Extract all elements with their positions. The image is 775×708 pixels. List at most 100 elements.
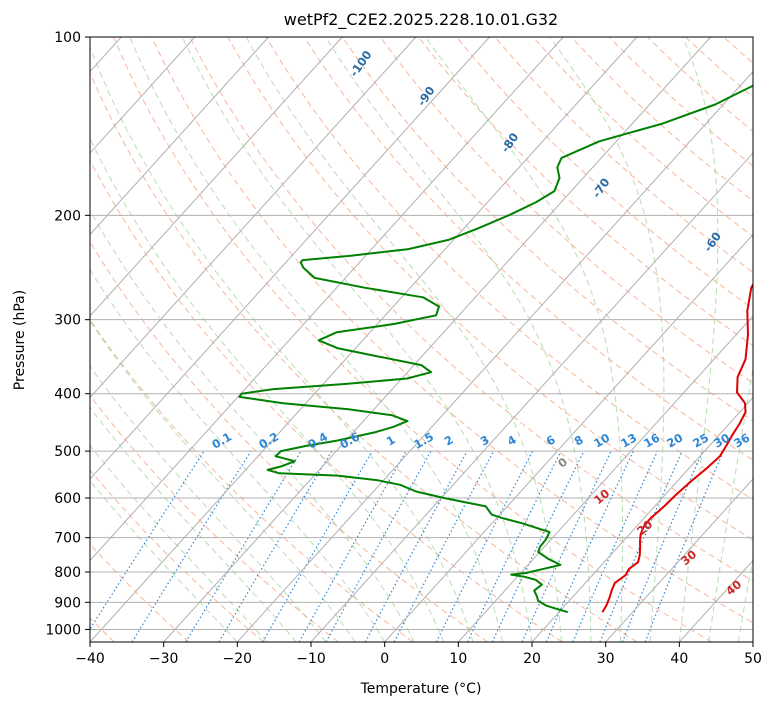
- mixing-ratio-line: [185, 450, 302, 642]
- moist-adiabat-line: [424, 37, 624, 642]
- x-tick-label: 50: [744, 651, 762, 667]
- moist-adiabat-line: [181, 37, 533, 642]
- x-axis-label: Temperature (°C): [360, 681, 482, 697]
- dry-adiabat-line: [90, 394, 339, 642]
- mixing-ratio-line: [572, 450, 659, 642]
- mixing-ratio-line: [298, 450, 407, 642]
- moist-adiabat-line: [325, 37, 592, 642]
- dry-adiabat-line: [685, 37, 753, 98]
- mixing-ratio-line: [599, 450, 683, 642]
- x-tick-label: 30: [597, 651, 615, 667]
- x-tick-label: −30: [149, 651, 179, 667]
- mixing-ratio-label: 3: [478, 433, 492, 449]
- axis-ticks: −40 −30 −20 −10 0 10 20 30 40 5010009008007006005…: [45, 30, 762, 667]
- x-tick-label: 40: [670, 651, 688, 667]
- isotherm-line: [384, 233, 753, 642]
- mixing-ratio-label: 0.4: [305, 429, 330, 451]
- moist-adiabat-line: [245, 37, 562, 642]
- mixing-ratio-label: 30: [711, 431, 732, 451]
- y-tick-label: 400: [54, 387, 81, 403]
- dry-adiabat-line: [151, 37, 753, 624]
- moist-adiabat-label: 0: [555, 455, 570, 471]
- isotherm-line: [163, 37, 711, 642]
- isotherm-line: [90, 37, 638, 642]
- plot-frame: [89, 36, 754, 643]
- isotherm-line: [457, 315, 753, 642]
- mixing-ratio-line: [621, 450, 704, 642]
- mixing-ratio-label: 6: [544, 433, 558, 449]
- mixing-ratio-line: [393, 450, 495, 642]
- x-tick-label: −40: [75, 651, 105, 667]
- dry-adiabat-line: [90, 318, 414, 642]
- isotherm-line: [90, 37, 269, 236]
- mixing-ratio-line: [491, 450, 585, 642]
- mixing-ratio-label: 1: [384, 433, 398, 449]
- x-tick-label: 10: [449, 651, 467, 667]
- dry-adiabat-label: -100: [347, 48, 375, 80]
- y-tick-label: 600: [54, 491, 81, 507]
- dry-adiabat-label: -70: [589, 175, 612, 200]
- dry-adiabat-line: [90, 159, 563, 642]
- mixing-ratio-line: [545, 450, 634, 642]
- y-axis-label: Pressure (hPa): [12, 290, 28, 390]
- dewpoint-line: [238, 84, 753, 614]
- y-tick-label: 900: [54, 595, 81, 611]
- moist-adiabat-line: [90, 45, 474, 642]
- mixing-ratio-label: 2: [442, 433, 456, 449]
- moist-adiabat-line: [90, 365, 327, 642]
- y-tick-label: 800: [54, 565, 81, 581]
- temperature-line: [601, 282, 753, 613]
- moist-adiabat-line: [129, 37, 503, 642]
- moist-adiabat-line: [90, 268, 386, 642]
- x-tick-label: −20: [223, 651, 253, 667]
- mixing-ratio-label: 4: [505, 433, 519, 449]
- mixing-ratio-label: 8: [572, 433, 586, 449]
- moist-adiabat-line: [737, 555, 753, 642]
- dry-adiabat-label: -60: [701, 229, 724, 254]
- moist-adiabat-line: [708, 365, 753, 642]
- dry-adiabat-line: [456, 37, 753, 310]
- x-tick-label: −10: [296, 651, 326, 667]
- isotherm-line: [605, 478, 753, 642]
- isotherm-line: [90, 37, 564, 562]
- mixing-ratio-line: [325, 450, 432, 642]
- dry-adiabat-line: [379, 37, 753, 384]
- mixing-ratio-line: [521, 450, 612, 642]
- background-lines: [90, 37, 753, 642]
- y-tick-label: 100: [54, 30, 81, 46]
- isotherm-line: [310, 152, 753, 642]
- mixing-ratio-line: [364, 450, 468, 642]
- moist-adiabat-line: [549, 37, 665, 642]
- mixing-ratio-line: [435, 450, 534, 642]
- dry-adiabat-line: [532, 37, 753, 238]
- mixing-ratio-label: 25: [690, 431, 711, 451]
- y-tick-label: 700: [54, 531, 81, 547]
- moist-adiabat-label: 40: [723, 577, 744, 598]
- isotherm-line: [90, 37, 417, 399]
- dry-adiabat-line: [265, 37, 753, 501]
- moist-adiabat-label: 10: [591, 486, 612, 507]
- moist-adiabat-label: 20: [634, 517, 655, 538]
- mixing-ratio-label: 16: [641, 431, 662, 451]
- isotherm-line: [90, 37, 196, 154]
- dry-adiabat-line: [494, 37, 753, 273]
- mixing-ratio-label: 0.6: [337, 429, 362, 451]
- x-tick-label: 0: [380, 651, 389, 667]
- mixing-ratio-line: [90, 450, 205, 631]
- moist-adiabat-line: [90, 406, 297, 642]
- x-tick-label: 20: [523, 651, 541, 667]
- mixing-ratio-line: [466, 450, 562, 642]
- chart-title: wetPf2_C2E2.2025.228.10.01.G32: [284, 10, 558, 30]
- mixing-ratio-label: 10: [591, 431, 612, 451]
- y-tick-label: 300: [54, 313, 81, 329]
- dry-adiabat-line: [90, 241, 488, 642]
- mixing-ratio-line: [262, 450, 373, 642]
- profile-lines: [238, 84, 753, 614]
- mixing-ratio-label: 0.2: [256, 429, 281, 451]
- moist-adiabat-line: [90, 480, 238, 642]
- dry-adiabat-line: [112, 37, 712, 642]
- y-tick-label: 1000: [45, 622, 81, 638]
- moist-adiabat-line: [90, 444, 268, 642]
- mixing-ratio-line: [131, 450, 252, 642]
